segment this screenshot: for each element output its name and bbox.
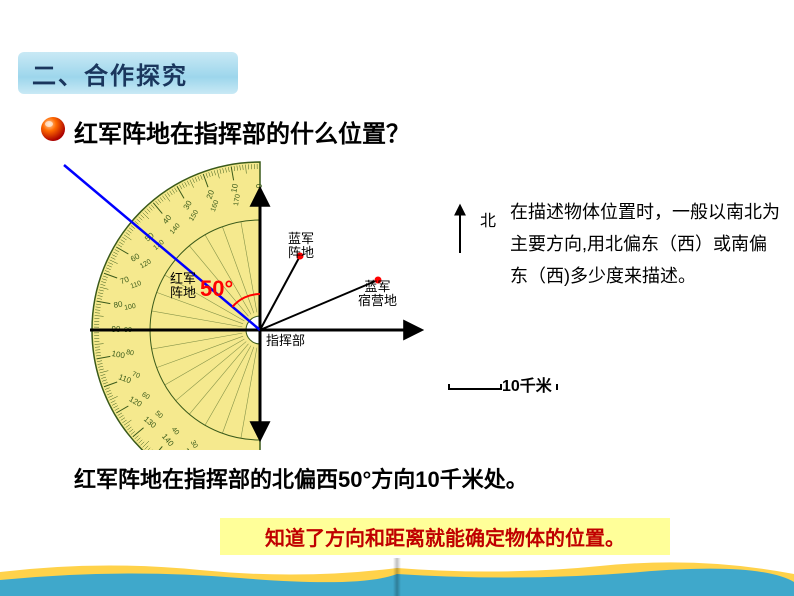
svg-text:0: 0 <box>255 183 264 188</box>
scale-indicator: 10千米 <box>448 372 558 396</box>
label-hq: 指挥部 <box>266 330 305 349</box>
svg-text:80: 80 <box>125 349 134 357</box>
label-blue-army: 蓝军 阵地 <box>288 232 314 260</box>
answer-text: 红军阵地在指挥部的北偏西50°方向10千米处。 <box>74 462 528 494</box>
question-text: 红军阵地在指挥部的什么位置？ <box>74 114 410 149</box>
conclusion-box: 知道了方向和距离就能确定物体的位置。 <box>220 518 670 555</box>
section-header: 二、合作探究 <box>18 52 238 94</box>
description-text: 在描述物体位置时，一般以南北为主要方向,用北偏东（西）或南偏东（西)多少度来描述… <box>510 196 780 292</box>
label-red-army: 红军 阵地 <box>170 272 196 300</box>
section-header-text: 二、合作探究 <box>32 56 188 91</box>
footer-decoration <box>0 560 794 596</box>
conclusion-text: 知道了方向和距离就能确定物体的位置。 <box>265 528 625 550</box>
angle-label: 50° <box>200 276 233 302</box>
bullet-icon <box>40 116 66 142</box>
scale-label: 10千米 <box>502 378 552 395</box>
north-indicator <box>450 198 470 263</box>
north-label: 北 <box>480 207 496 231</box>
label-blue-camp: 蓝军 宿营地 <box>358 280 397 308</box>
